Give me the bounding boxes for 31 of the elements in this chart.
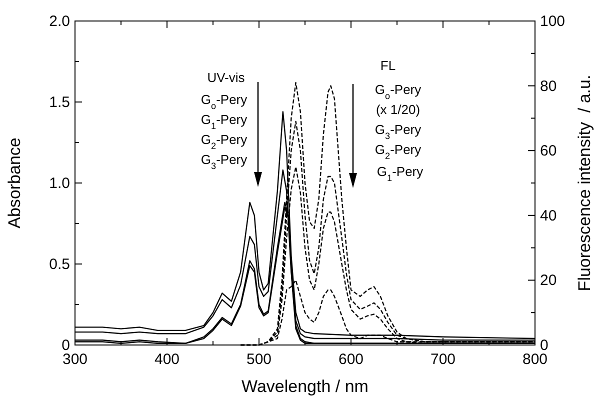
x-tick-label: 400 xyxy=(154,351,180,368)
annotation: G$_{2}$-Pery xyxy=(200,132,248,151)
y2-tick-label: 0 xyxy=(540,337,548,354)
annotation: G$_{1}$-Pery xyxy=(200,112,248,131)
y-tick-label: 0 xyxy=(62,337,70,354)
annotation: UV-vis xyxy=(207,70,246,85)
x-tick-label: 300 xyxy=(62,351,88,368)
x-tick-label: 600 xyxy=(338,351,364,368)
y2-tick-label: 100 xyxy=(540,13,566,30)
y2-tick-label: 20 xyxy=(540,272,557,290)
y2-axis-title: Fluorescence intensity / a.u. xyxy=(575,74,594,292)
annotation: FL xyxy=(380,58,396,73)
annotation: G$_{3}$-Pery xyxy=(374,122,422,141)
y2-tick-label: 40 xyxy=(540,207,557,224)
y2-tick-label: 60 xyxy=(540,142,557,160)
annotation: G$_{o}$-Pery xyxy=(374,82,422,101)
annotation: G$_{3}$-Pery xyxy=(200,152,248,171)
y-tick-label: 1.5 xyxy=(49,94,70,111)
annotation: G$_{2}$-Pery xyxy=(374,142,422,161)
y-tick-label: 1.0 xyxy=(49,175,70,192)
y-tick-label: 0.5 xyxy=(49,256,70,273)
y-tick-label: 2.0 xyxy=(49,13,70,30)
x-tick-label: 700 xyxy=(430,351,456,368)
x-tick-label: 500 xyxy=(246,351,272,368)
x-axis-title: Wavelength / nm xyxy=(242,377,368,396)
x-tick-label: 800 xyxy=(522,351,548,368)
annotation: G$_{o}$-Pery xyxy=(200,92,248,111)
annotation: (x 1/20) xyxy=(376,102,420,117)
y-axis-title: Absorbance xyxy=(5,138,24,228)
y2-tick-label: 80 xyxy=(540,78,557,95)
annotation: G$_{1}$-Pery xyxy=(376,164,424,183)
